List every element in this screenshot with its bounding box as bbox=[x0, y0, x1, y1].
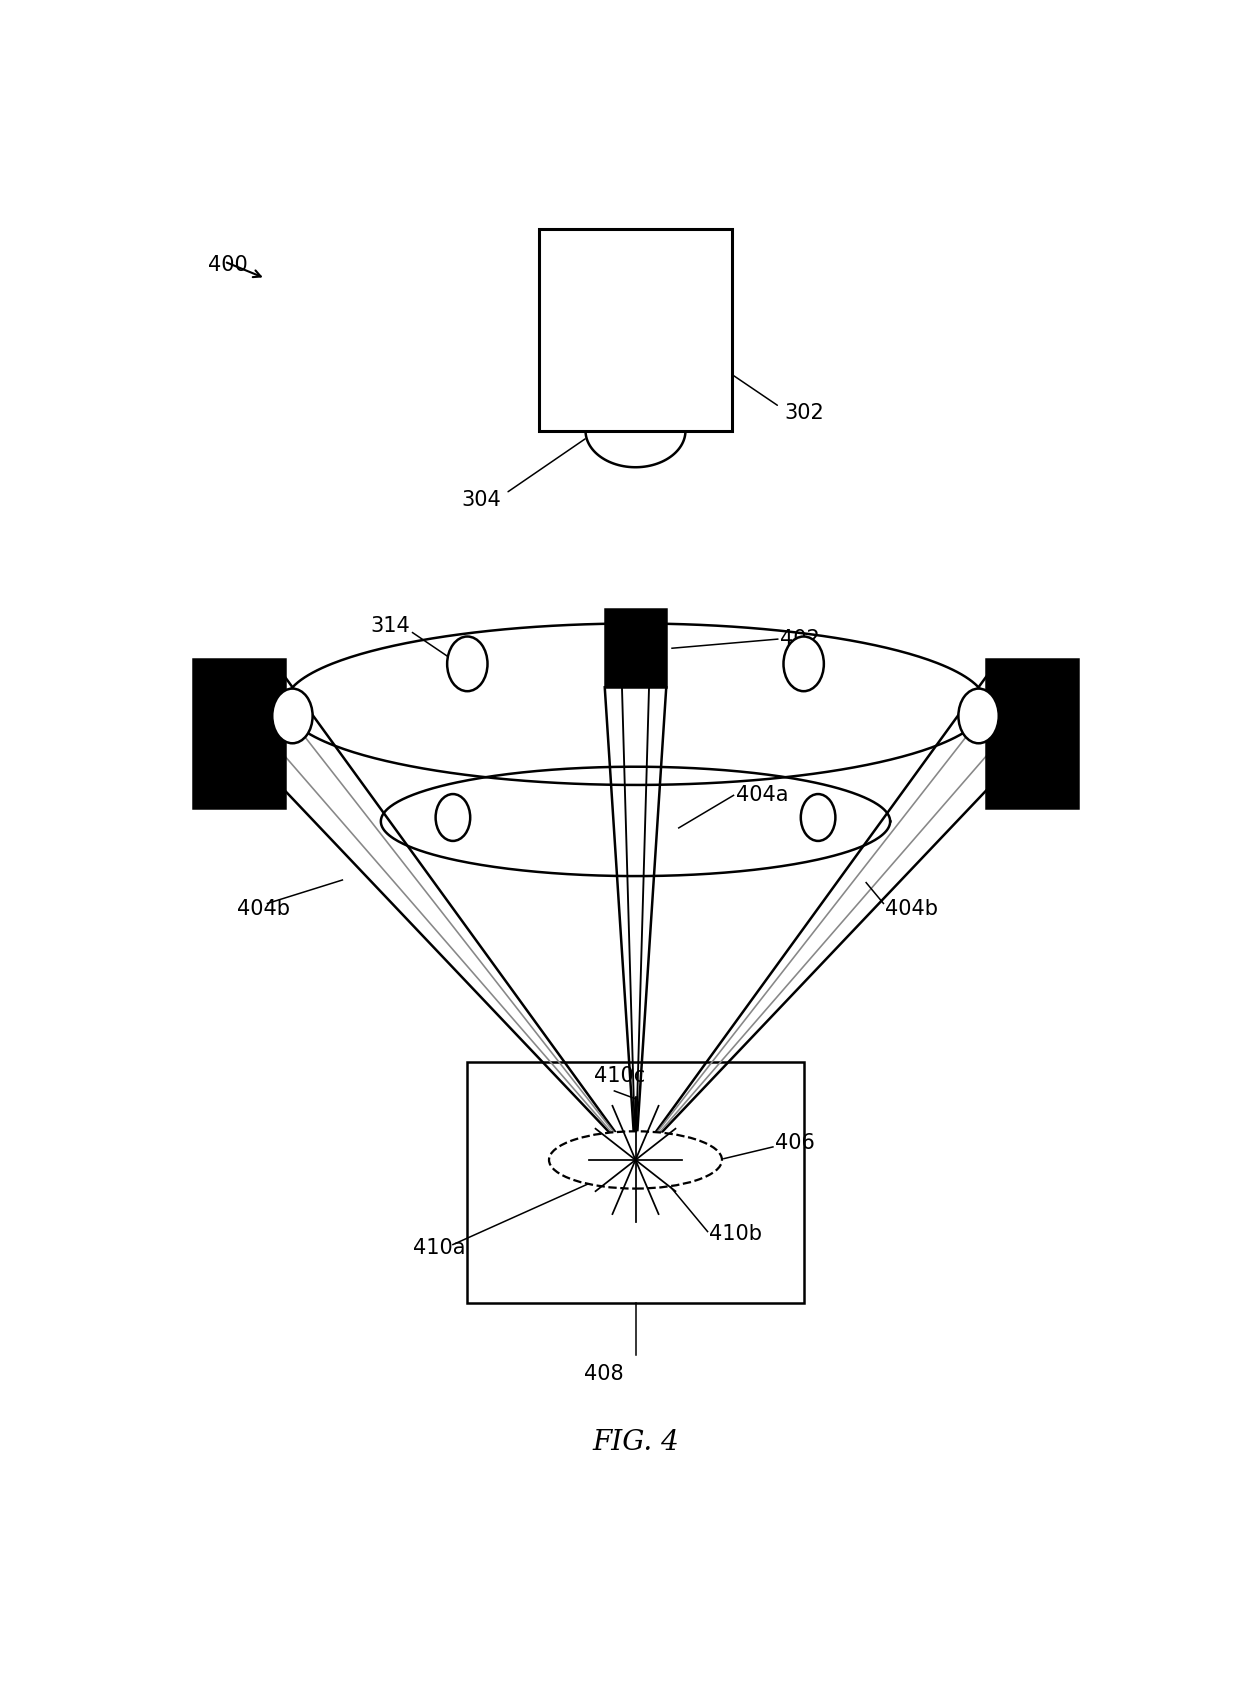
Text: 410c: 410c bbox=[594, 1065, 646, 1086]
Text: 304: 304 bbox=[461, 490, 501, 509]
Text: 410a: 410a bbox=[413, 1238, 465, 1258]
Text: 306: 306 bbox=[1006, 661, 1045, 681]
Text: 402: 402 bbox=[780, 629, 820, 649]
Text: 408: 408 bbox=[584, 1365, 624, 1385]
Text: 404b: 404b bbox=[885, 898, 939, 918]
Text: 404a: 404a bbox=[737, 785, 789, 805]
Text: 314: 314 bbox=[370, 616, 409, 636]
Text: 406: 406 bbox=[775, 1133, 815, 1153]
Text: 302: 302 bbox=[785, 404, 825, 423]
Text: FIG. 4: FIG. 4 bbox=[593, 1429, 678, 1456]
Circle shape bbox=[448, 636, 487, 692]
Bar bbox=[193, 659, 285, 808]
Bar bbox=[605, 609, 666, 687]
Circle shape bbox=[801, 795, 836, 840]
Ellipse shape bbox=[549, 1131, 722, 1189]
Text: 400: 400 bbox=[208, 255, 248, 276]
Bar bbox=[467, 1062, 804, 1304]
Circle shape bbox=[784, 636, 823, 692]
Text: 404b: 404b bbox=[237, 898, 290, 918]
Circle shape bbox=[959, 688, 998, 744]
Bar bbox=[539, 228, 732, 431]
Text: 308: 308 bbox=[208, 661, 248, 681]
Circle shape bbox=[435, 795, 470, 840]
Text: 410b: 410b bbox=[709, 1224, 763, 1245]
Bar bbox=[986, 659, 1078, 808]
Circle shape bbox=[273, 688, 312, 744]
